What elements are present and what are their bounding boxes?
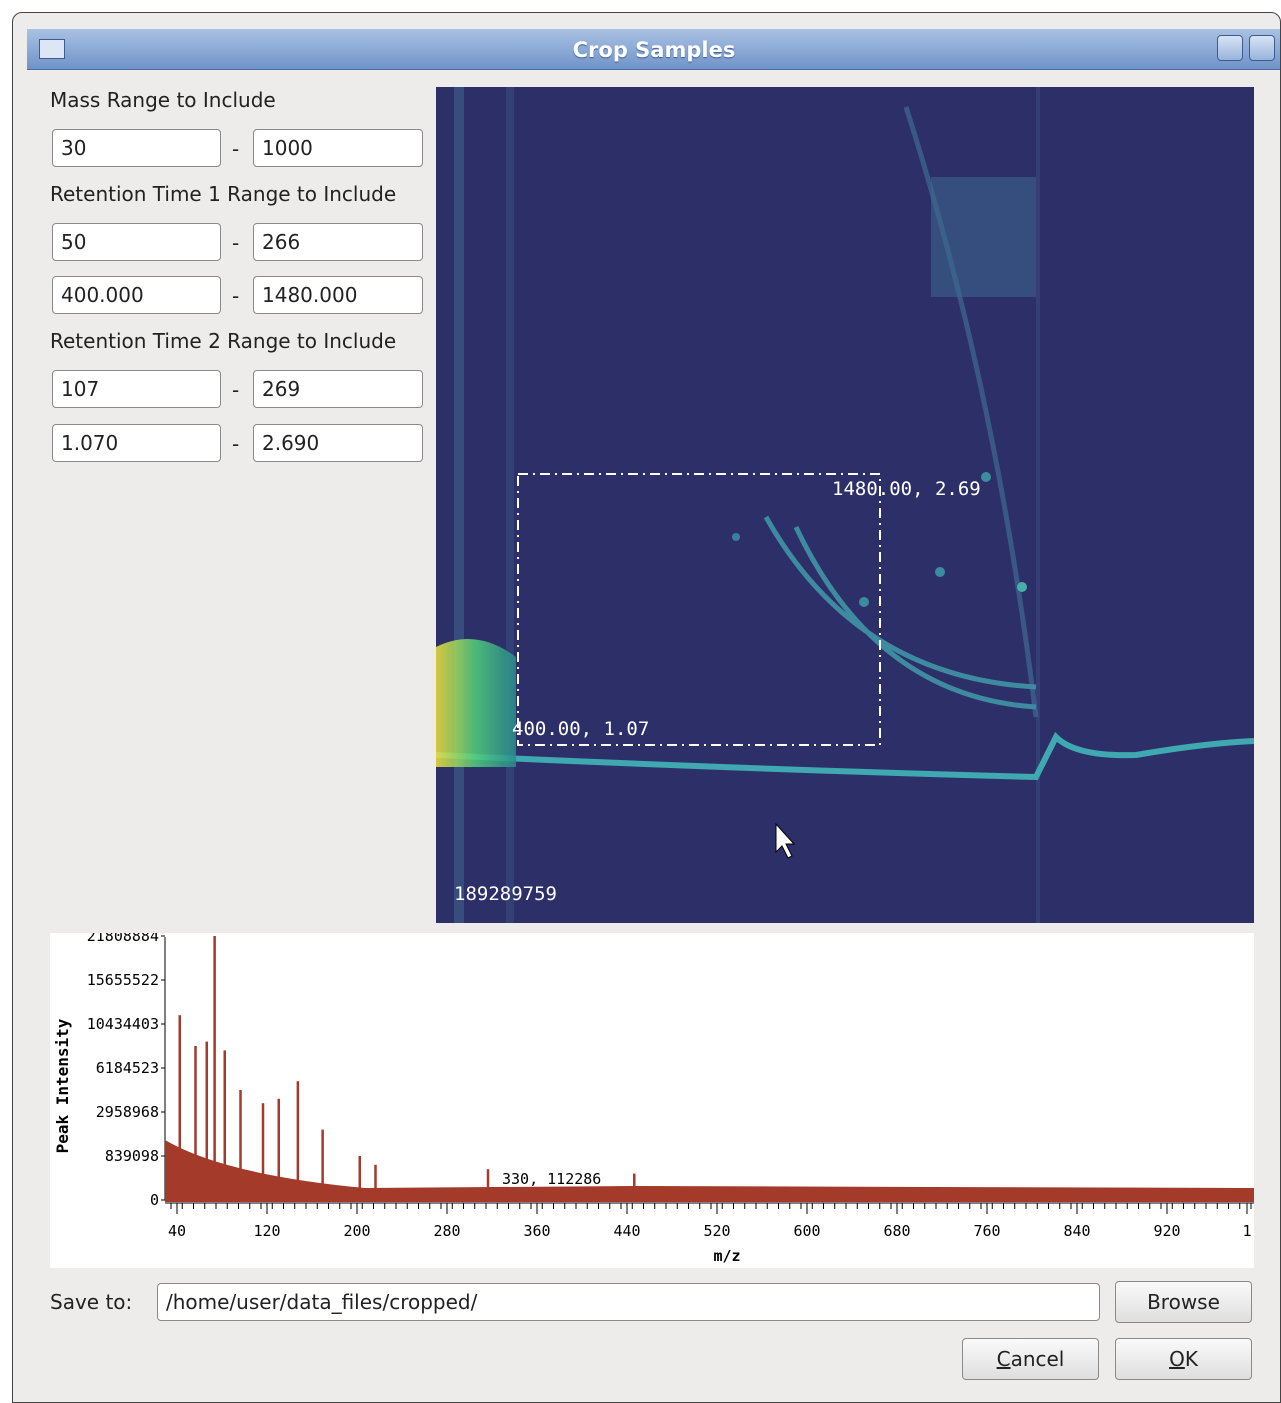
y-tick-label: 21808884: [87, 933, 159, 945]
browse-button[interactable]: Browse: [1115, 1281, 1252, 1323]
mass-max[interactable]: 1000: [253, 129, 423, 167]
y-tick-label: 10434403: [87, 1015, 159, 1033]
cancel-button[interactable]: Cancel: [962, 1338, 1099, 1380]
separator: -: [232, 284, 239, 308]
peak: [194, 1046, 197, 1200]
spot: [732, 533, 740, 541]
corner-label-top: 1480.00, 2.69: [832, 478, 981, 500]
x-tick-label: 760: [973, 1222, 1000, 1240]
save-path[interactable]: /home/user/data_files/cropped/: [157, 1283, 1100, 1321]
rt1-label: Retention Time 1 Range to Include: [50, 182, 396, 206]
y-tick-label: 6184523: [96, 1059, 159, 1077]
button-label: Cancel: [997, 1339, 1065, 1379]
x-tick-label: 40: [168, 1222, 186, 1240]
peak: [297, 1081, 300, 1200]
rt2-time-min[interactable]: 1.070: [52, 424, 221, 462]
button-label: Browse: [1147, 1282, 1220, 1322]
spot: [981, 472, 991, 482]
peak: [206, 1042, 209, 1200]
spectrum-panel: Peak Intensity m/z 0 839098 2958968 6184523…: [50, 933, 1254, 1268]
y-tick-label: 2958968: [96, 1103, 159, 1121]
y-tick-label: 15655522: [87, 971, 159, 989]
window-title: Crop Samples: [27, 38, 1281, 62]
close-button[interactable]: [1249, 35, 1275, 61]
spot: [1017, 582, 1027, 592]
y-tick-label: 0: [150, 1191, 159, 1209]
separator: -: [232, 378, 239, 402]
peak-annotation: 330, 112286: [502, 1170, 601, 1188]
button-label: OK: [1169, 1339, 1198, 1379]
x-tick-label: 1: [1242, 1222, 1251, 1240]
x-tick-label: 440: [613, 1222, 640, 1240]
y-tick-label: 839098: [105, 1147, 159, 1165]
peak: [262, 1103, 265, 1200]
spot: [935, 567, 945, 577]
peak: [633, 1174, 636, 1200]
peak: [239, 1090, 242, 1200]
corner-label-bottom: 400.00, 1.07: [512, 718, 649, 740]
peak: [374, 1165, 377, 1200]
x-tick-label: 920: [1153, 1222, 1180, 1240]
ok-button[interactable]: OK: [1115, 1338, 1252, 1380]
rt2-index-min[interactable]: 107: [52, 370, 221, 408]
streak: [1036, 87, 1040, 923]
rt2-label: Retention Time 2 Range to Include: [50, 329, 396, 353]
peak: [487, 1169, 490, 1200]
hot-region: [436, 639, 516, 767]
rt1-index-max[interactable]: 266: [253, 223, 423, 261]
streak: [506, 87, 514, 923]
separator: -: [232, 432, 239, 456]
separator: -: [232, 137, 239, 161]
peak: [213, 936, 216, 1200]
x-tick-label: 680: [883, 1222, 910, 1240]
spectrum-background: [50, 933, 1254, 1268]
rt1-time-min[interactable]: 400.000: [52, 276, 221, 314]
mass-label: Mass Range to Include: [50, 88, 276, 112]
x-tick-label: 280: [433, 1222, 460, 1240]
rt1-index-min[interactable]: 50: [52, 223, 221, 261]
x-tick-label: 120: [253, 1222, 280, 1240]
peak: [278, 1099, 281, 1200]
image-background: [436, 87, 1254, 923]
separator: -: [232, 231, 239, 255]
peak: [179, 1015, 182, 1200]
maximize-button[interactable]: [1217, 35, 1243, 61]
screen: Crop Samples Mass Range to Include 30 - …: [0, 0, 1281, 1403]
save-label: Save to:: [50, 1290, 132, 1314]
peak: [359, 1156, 362, 1200]
rt2-index-max[interactable]: 269: [253, 370, 423, 408]
peak: [224, 1050, 227, 1200]
x-tick-label: 600: [793, 1222, 820, 1240]
x-axis-label: m/z: [713, 1247, 740, 1265]
total-intensity: 189289759: [454, 883, 557, 905]
spot: [859, 597, 869, 607]
title-bar: Crop Samples: [27, 29, 1281, 70]
peak: [321, 1130, 324, 1200]
mass-min[interactable]: 30: [52, 129, 221, 167]
x-tick-label: 200: [343, 1222, 370, 1240]
x-tick-label: 360: [523, 1222, 550, 1240]
rt2-time-max[interactable]: 2.690: [253, 424, 423, 462]
y-axis-label: Peak Intensity: [53, 1018, 72, 1153]
rt1-time-max[interactable]: 1480.000: [253, 276, 423, 314]
chromatogram-image[interactable]: 1480.00, 2.69 400.00, 1.07 189289759: [436, 87, 1254, 923]
x-tick-label: 520: [703, 1222, 730, 1240]
streak: [454, 87, 464, 923]
x-tick-label: 840: [1063, 1222, 1090, 1240]
